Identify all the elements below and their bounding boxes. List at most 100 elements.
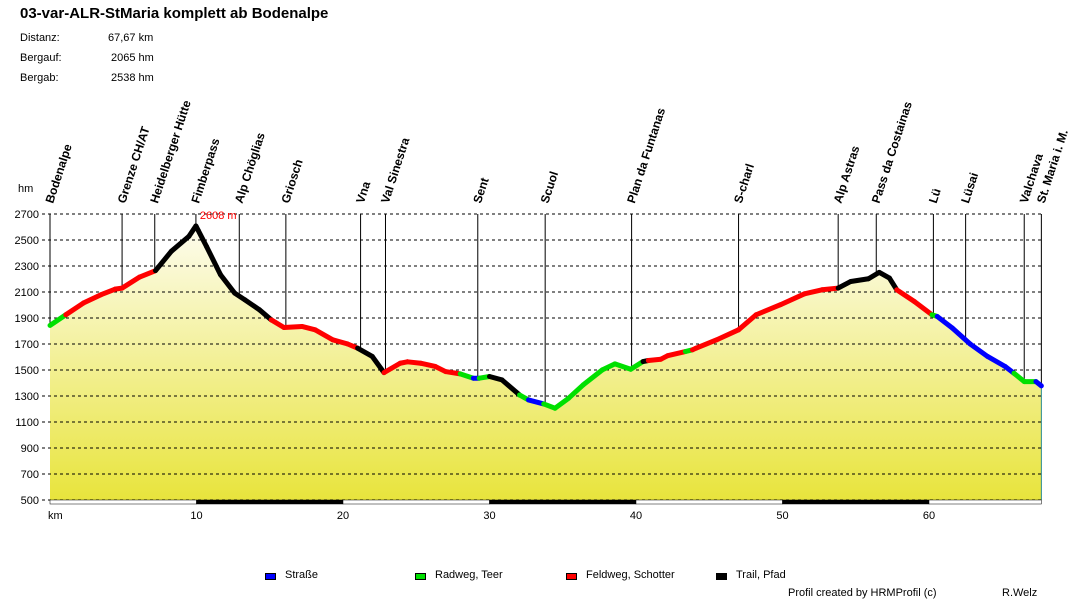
profile-segment-strasse <box>967 341 991 359</box>
max-elevation-label: 2608 m <box>200 210 237 222</box>
footer-author: R.Welz <box>1002 587 1038 599</box>
profile-segment-radweg <box>580 367 605 388</box>
legend-swatch-radweg <box>415 573 426 580</box>
stat-ascent-label: Bergauf: <box>20 52 62 64</box>
distance-bar <box>196 499 344 505</box>
chart-title: 03-var-ALR-StMaria komplett ab Bodenalpe <box>20 5 329 22</box>
stat-ascent-value: 2065 hm <box>111 52 154 64</box>
profile-segment-trail <box>499 377 523 398</box>
elevation-area <box>50 226 1042 500</box>
profile-segment-feldweg <box>801 287 825 297</box>
profile-segment-trail <box>203 243 224 278</box>
x-tick-label: 50 <box>776 510 788 522</box>
y-tick-label: 2700 <box>15 209 39 221</box>
waypoint-label: Plan da Funtanas <box>624 106 668 205</box>
waypoint-label: Griosch <box>278 157 305 204</box>
distance-bar <box>342 499 490 505</box>
y-tick-label: 500 <box>21 495 39 507</box>
x-tick-label: 40 <box>630 510 642 522</box>
profile-segment-strasse <box>1033 379 1044 389</box>
waypoint-label: Alp Chöglias <box>232 131 268 205</box>
profile-segment-feldweg <box>753 302 783 318</box>
profile-segment-trail <box>848 276 871 284</box>
profile-segment-radweg <box>612 361 634 372</box>
profile-segment-feldweg <box>63 300 86 318</box>
waypoint-label: Val Sinestra <box>378 136 412 205</box>
waypoint-label: Lüsai <box>958 171 981 205</box>
profile-segment-feldweg <box>714 327 742 343</box>
y-tick-label: 1700 <box>15 339 39 351</box>
y-tick-label: 2100 <box>15 287 39 299</box>
profile-segment-feldweg <box>330 337 350 347</box>
stat-distance-value: 67,67 km <box>108 32 154 44</box>
x-tick-label: 60 <box>923 510 935 522</box>
profile-segment-strasse <box>934 313 955 331</box>
x-tick-label: 20 <box>337 510 349 522</box>
profile-segment-feldweg <box>312 327 336 343</box>
profile-segment-feldweg <box>381 360 403 376</box>
waypoint-label: Lü <box>926 187 944 205</box>
profile-segment-trail <box>256 307 274 323</box>
profile-segment-trail <box>152 248 174 274</box>
legend-swatch-strasse <box>265 573 276 580</box>
waypoint-label: Pass da Costainas <box>869 99 915 204</box>
x-tick-label: 30 <box>483 510 495 522</box>
y-tick-label: 1500 <box>15 365 39 377</box>
profile-segment-feldweg <box>911 298 935 318</box>
distance-bar <box>489 499 637 505</box>
waypoint-label: Bodenalpe <box>43 142 75 205</box>
profile-segment-feldweg <box>819 285 841 293</box>
profile-segment-feldweg <box>777 291 807 308</box>
waypoint-label: Grenze CH/AT <box>115 124 153 205</box>
profile-segment-feldweg <box>665 349 688 359</box>
waypoint-label: Fimberpass <box>188 136 222 205</box>
legend-label-feldweg: Feldweg, Schotter <box>586 569 675 581</box>
profile-segment-strasse <box>985 353 1008 369</box>
max-marker <box>190 223 201 230</box>
legend-label-trail: Trail, Pfad <box>736 569 786 581</box>
profile-segment-feldweg <box>137 268 158 280</box>
profile-segment-strasse <box>949 325 973 347</box>
distance-bar <box>49 499 197 505</box>
profile-segment-radweg <box>566 382 586 401</box>
profile-segment-feldweg <box>894 287 917 304</box>
footer-credit: Profil created by HRMProfil (c) <box>788 587 937 599</box>
y-tick-label: 900 <box>21 443 39 455</box>
profile-segment-trail <box>218 272 238 296</box>
legend-label-strasse: Straße <box>285 569 319 581</box>
profile-segment-trail <box>355 345 375 359</box>
profile-segment-feldweg <box>119 274 143 291</box>
distance-bar <box>928 499 1042 505</box>
y-axis-label: hm <box>18 183 33 195</box>
profile-segment-feldweg <box>80 292 104 306</box>
waypoint-label: Alp Astras <box>831 144 863 205</box>
profile-segment-strasse <box>525 397 547 407</box>
profile-segment-feldweg <box>736 312 759 333</box>
y-tick-label: 2500 <box>15 235 39 247</box>
legend-label-radweg: Radweg, Teer <box>435 569 503 581</box>
distance-bar <box>782 499 930 505</box>
y-tick-label: 1300 <box>15 391 39 403</box>
profile-segment-feldweg <box>281 323 305 330</box>
y-tick-label: 1900 <box>15 313 39 325</box>
profile-segment-trail <box>168 233 192 254</box>
profile-segment-radweg <box>47 312 69 328</box>
stat-distance-label: Distanz: <box>20 32 60 44</box>
waypoint-label: Scuol <box>538 170 561 205</box>
legend-swatch-trail <box>716 573 727 580</box>
waypoint-label: Sent <box>470 176 491 205</box>
waypoint-label: S-charl <box>731 162 757 205</box>
x-axis-label: km <box>48 510 63 522</box>
profile-segment-feldweg <box>98 286 118 298</box>
profile-segment-feldweg <box>693 337 720 351</box>
y-tick-label: 1100 <box>15 417 39 429</box>
waypoint-label: Vna <box>353 179 373 205</box>
y-tick-label: 2300 <box>15 261 39 273</box>
legend-swatch-feldweg <box>566 573 577 580</box>
profile-segment-radweg <box>552 395 572 411</box>
profile-segment-trail <box>242 297 262 313</box>
profile-segment-trail <box>369 353 387 376</box>
distance-bar <box>635 499 783 505</box>
